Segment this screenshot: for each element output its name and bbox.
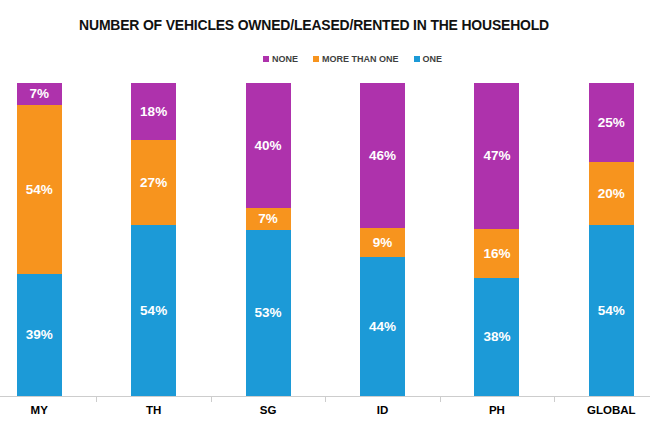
x-axis-label-th: TH <box>114 404 194 416</box>
segment-none: 25% <box>589 83 634 162</box>
segment-value-label: 7% <box>29 87 49 101</box>
segment-none: 40% <box>246 83 291 208</box>
segment-value-label: 16% <box>483 247 510 261</box>
segment-value-label: 27% <box>140 176 167 190</box>
chart: NUMBER OF VEHICLES OWNED/LEASED/RENTED I… <box>0 0 650 444</box>
segment-none: 7% <box>17 83 62 105</box>
bar-id: 46% 9% 44% <box>360 83 405 396</box>
segment-one: 54% <box>589 225 634 396</box>
x-axis-label-global: GLOBAL <box>571 404 650 416</box>
segment-more-than-one: 27% <box>131 140 176 225</box>
segment-value-label: 7% <box>258 212 278 226</box>
segment-none: 47% <box>474 83 519 229</box>
segment-more-than-one: 9% <box>360 228 405 256</box>
segment-one: 39% <box>17 274 62 396</box>
segment-more-than-one: 20% <box>589 162 634 225</box>
segment-value-label: 54% <box>598 304 625 318</box>
segment-more-than-one: 54% <box>17 105 62 274</box>
segment-none: 46% <box>360 83 405 228</box>
segment-one: 53% <box>246 230 291 396</box>
segment-value-label: 47% <box>483 149 510 163</box>
segment-value-label: 25% <box>598 116 625 130</box>
segment-value-label: 39% <box>26 328 53 342</box>
segment-value-label: 46% <box>369 149 396 163</box>
segment-value-label: 9% <box>373 236 393 250</box>
bar-my: 7% 54% 39% <box>17 83 62 396</box>
segment-value-label: 44% <box>369 320 396 334</box>
segment-one: 44% <box>360 257 405 396</box>
segment-more-than-one: 7% <box>246 208 291 230</box>
x-axis-label-my: MY <box>0 404 79 416</box>
x-axis-tick <box>440 396 441 402</box>
x-axis-label-sg: SG <box>228 404 308 416</box>
segment-one: 38% <box>474 278 519 396</box>
segment-none: 18% <box>131 83 176 140</box>
segment-value-label: 20% <box>598 187 625 201</box>
x-axis-tick <box>211 396 212 402</box>
segment-value-label: 54% <box>26 183 53 197</box>
segment-value-label: 38% <box>483 330 510 344</box>
x-axis-tick <box>554 396 555 402</box>
bar-ph: 47% 16% 38% <box>474 83 519 396</box>
x-axis-tick <box>325 396 326 402</box>
segment-value-label: 18% <box>140 105 167 119</box>
bar-global: 25% 20% 54% <box>589 83 634 396</box>
x-axis-label-ph: PH <box>457 404 537 416</box>
bar-th: 18% 27% 54% <box>131 83 176 396</box>
segment-one: 54% <box>131 225 176 396</box>
segment-more-than-one: 16% <box>474 229 519 279</box>
segment-value-label: 53% <box>255 306 282 320</box>
x-axis-tick <box>96 396 97 402</box>
segment-value-label: 40% <box>255 139 282 153</box>
x-axis-label-id: ID <box>342 404 422 416</box>
segment-value-label: 54% <box>140 304 167 318</box>
plot-area: 7% 54% 39% MY 18% 27% 54% TH 40% 7% 53% SG 46% 9% 44% I… <box>0 0 650 444</box>
bar-sg: 40% 7% 53% <box>246 83 291 396</box>
